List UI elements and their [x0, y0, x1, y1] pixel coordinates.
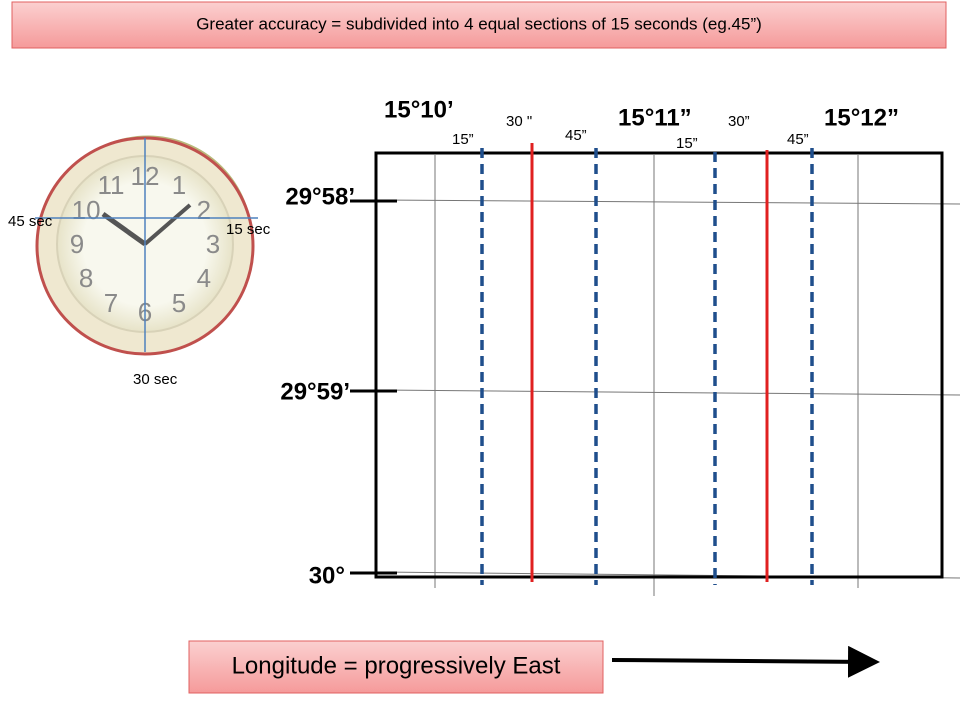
caption: Longitude = progressively East	[232, 652, 561, 679]
seconds-label: 45”	[787, 131, 809, 148]
clock-number: 2	[197, 195, 211, 225]
half-minute-lines	[530, 143, 769, 582]
clock-number: 11	[98, 170, 125, 200]
clock-number: 7	[104, 288, 118, 318]
clock-number: 9	[70, 229, 84, 259]
seconds-label: 30”	[728, 113, 750, 130]
clock-label: 45 sec	[8, 213, 53, 230]
clock-label: 15 sec	[226, 221, 271, 238]
seconds-label: 15”	[676, 135, 698, 152]
minute-hand	[143, 203, 192, 246]
latitude-ticks	[350, 199, 397, 575]
latitude-label: 29°59’	[280, 378, 350, 405]
longitude-label: 15°12”	[824, 104, 899, 131]
latitude-label: 30°	[309, 562, 345, 589]
quarter-minute-lines	[480, 148, 814, 585]
seconds-label: 15”	[452, 131, 474, 148]
clock-number: 3	[206, 229, 220, 259]
clock-number: 10	[72, 195, 101, 225]
clock-number: 4	[197, 263, 211, 293]
seconds-label: 45”	[565, 127, 587, 144]
caption-box	[188, 640, 604, 694]
clock-number: 5	[172, 288, 186, 318]
grid-lines	[375, 155, 960, 596]
grid-line	[375, 389, 960, 396]
seconds-label: 30 "	[506, 113, 532, 130]
header-title: Greater accuracy = subdivided into 4 equ…	[196, 14, 762, 33]
longitude-label: 15°11”	[618, 104, 692, 131]
header-box	[11, 1, 947, 49]
map-frame	[374, 151, 944, 579]
latitude-label: 29°58’	[285, 183, 355, 210]
hour-hand	[101, 211, 147, 247]
east-arrow	[611, 645, 880, 678]
clock-number: 1	[172, 170, 186, 200]
clock-label: 30 sec	[133, 371, 178, 388]
grid-line	[375, 199, 960, 205]
clock-number: 8	[79, 263, 93, 293]
longitude-label: 15°10’	[384, 96, 454, 123]
